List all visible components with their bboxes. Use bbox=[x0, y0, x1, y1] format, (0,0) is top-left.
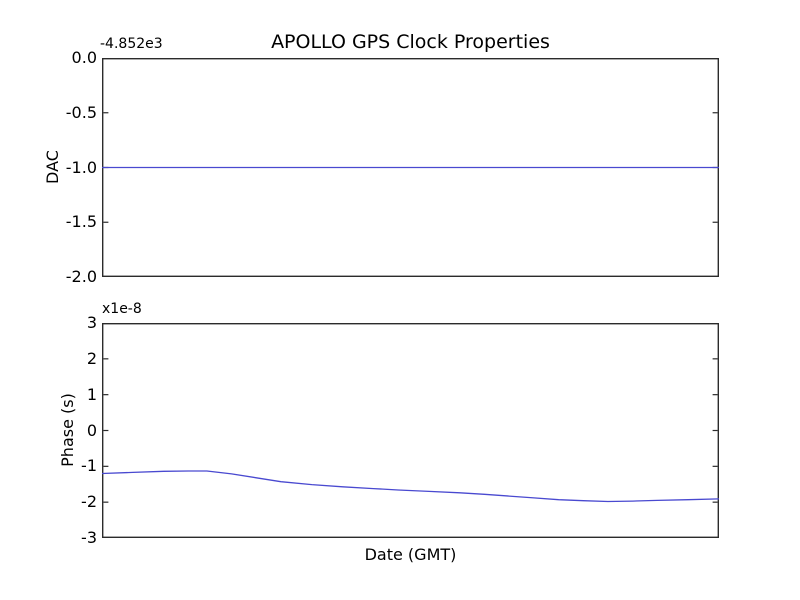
y-tick-label: -2 bbox=[81, 492, 97, 512]
y-tick-label: 0.0 bbox=[71, 48, 97, 67]
y-tick-label: 1 bbox=[86, 384, 97, 404]
dac-axis-offset-label: -4.852e3 bbox=[100, 36, 163, 52]
y-tick-label: 2 bbox=[86, 348, 97, 368]
y-tick-label: -0.5 bbox=[65, 102, 97, 122]
phase-axis-multiplier-label: x1e-8 bbox=[102, 301, 142, 317]
phase-plot-area bbox=[102, 323, 719, 538]
y-tick-label: -2.0 bbox=[65, 267, 97, 286]
y-tick-label: -1.0 bbox=[65, 157, 97, 177]
y-tick-label: 0 bbox=[86, 420, 97, 440]
y-tick-label: 3 bbox=[86, 313, 97, 332]
dac-plot-area bbox=[102, 58, 719, 277]
y-tick-label: -1.5 bbox=[65, 212, 97, 232]
y-tick-label: -3 bbox=[81, 528, 97, 547]
chart-title: APOLLO GPS Clock Properties bbox=[271, 31, 550, 53]
x-axis-label: Date (GMT) bbox=[364, 545, 457, 564]
axes-frame bbox=[102, 323, 719, 538]
y-tick-label: -1 bbox=[81, 456, 97, 476]
data-line-phase bbox=[102, 470, 719, 503]
